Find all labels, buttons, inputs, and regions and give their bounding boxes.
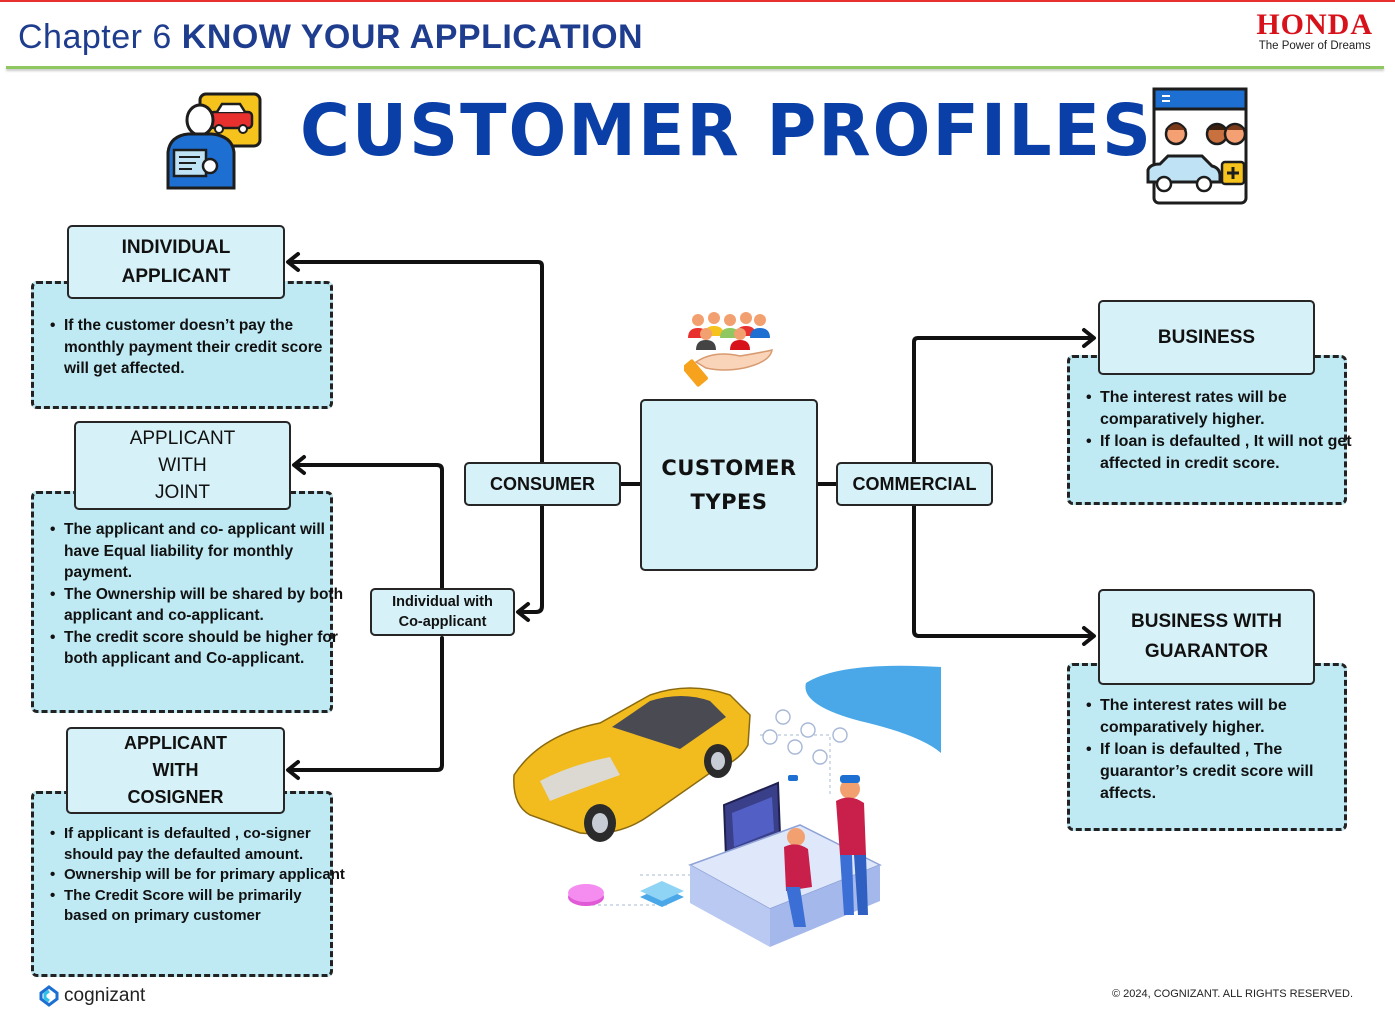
business-guarantor-details: The interest rates will be comparatively… — [1067, 663, 1347, 831]
cognizant-logo: cognizant — [38, 985, 145, 1007]
car-service-illustration — [513, 665, 941, 947]
customer-car-screen-icon — [1146, 87, 1248, 205]
chapter-number: Chapter 6 — [18, 18, 172, 56]
commercial-node: COMMERCIAL — [836, 462, 993, 506]
arrowhead — [286, 252, 300, 272]
arrowhead — [1082, 626, 1096, 646]
business-details: The interest rates will be comparatively… — [1067, 355, 1352, 505]
connector-consumer-coapplicant — [518, 504, 544, 614]
consumer-node: CONSUMER — [464, 462, 621, 506]
connector-commercial-guarantor — [912, 504, 1092, 638]
cognizant-mark-icon — [39, 985, 59, 1007]
applicant-with-cosigner-title: APPLICANT WITH COSIGNER — [66, 727, 285, 814]
customer-types-node: CUSTOMER TYPES — [640, 399, 818, 571]
list-item: The credit score should be higher for bo… — [50, 627, 347, 670]
list-item: The Credit Score will be primarily based… — [50, 886, 346, 927]
honda-wordmark: HONDA — [1256, 8, 1373, 41]
sales-agent-icon — [166, 92, 262, 190]
arrowhead — [286, 760, 300, 780]
connector-coapplicant-joint — [294, 463, 444, 590]
applicant-with-joint-title: APPLICANT WITH JOINT — [74, 421, 291, 510]
coapplicant-node: Individual with Co-applicant — [370, 588, 515, 636]
applicant-with-joint-details: The applicant and co- applicant will hav… — [31, 491, 343, 713]
list-item: The interest rates will be comparatively… — [1086, 695, 1350, 739]
connector-consumer-individual — [288, 260, 544, 464]
page-title: CUSTOMER PROFILES — [300, 90, 1153, 173]
list-item: If the customer doesn’t pay the monthly … — [50, 315, 339, 380]
honda-logo: HONDA The Power of Dreams — [1256, 8, 1373, 53]
list-item: Ownership will be for primary applicant — [50, 865, 346, 886]
individual-applicant-details: If the customer doesn’t pay the monthly … — [31, 281, 333, 409]
connector-commercial-business — [912, 336, 1092, 464]
individual-applicant-title: INDIVIDUAL APPLICANT — [67, 225, 285, 299]
list-item: The interest rates will be comparatively… — [1086, 387, 1355, 431]
copyright-text: © 2024, COGNIZANT. ALL RIGHTS RESERVED. — [1111, 988, 1353, 1000]
list-item: The applicant and co- applicant will hav… — [50, 519, 347, 584]
list-item: If applicant is defaulted , co-signer sh… — [50, 824, 346, 865]
business-guarantor-title: BUSINESS WITH GUARANTOR — [1098, 589, 1315, 685]
individual-applicant-points: If the customer doesn’t pay the monthly … — [48, 315, 339, 380]
arrowhead — [1082, 328, 1096, 348]
business-guarantor-points: The interest rates will be comparatively… — [1084, 695, 1350, 805]
list-item: The Ownership will be shared by both app… — [50, 584, 347, 627]
top-accent-line — [0, 0, 1395, 2]
cognizant-wordmark: cognizant — [64, 985, 146, 1006]
header-divider — [6, 66, 1384, 69]
customers-hand-icon — [684, 312, 773, 387]
arrowhead — [292, 455, 306, 475]
business-points: The interest rates will be comparatively… — [1084, 387, 1355, 475]
chapter-heading: Chapter 6 KNOW YOUR APPLICATION — [18, 18, 643, 57]
applicant-with-cosigner-points: If applicant is defaulted , co-signer sh… — [48, 824, 346, 927]
honda-tagline: The Power of Dreams — [1258, 40, 1371, 52]
applicant-with-cosigner-details: If applicant is defaulted , co-signer sh… — [31, 791, 345, 977]
connector-coapplicant-cosigner — [288, 636, 444, 772]
chapter-title: KNOW YOUR APPLICATION — [181, 18, 644, 56]
arrowhead — [516, 602, 530, 622]
business-title: BUSINESS — [1098, 300, 1315, 375]
applicant-with-joint-points: The applicant and co- applicant will hav… — [48, 519, 347, 670]
list-item: If loan is defaulted , It will not get a… — [1086, 431, 1355, 475]
list-item: If loan is defaulted , The guarantor’s c… — [1086, 739, 1350, 805]
